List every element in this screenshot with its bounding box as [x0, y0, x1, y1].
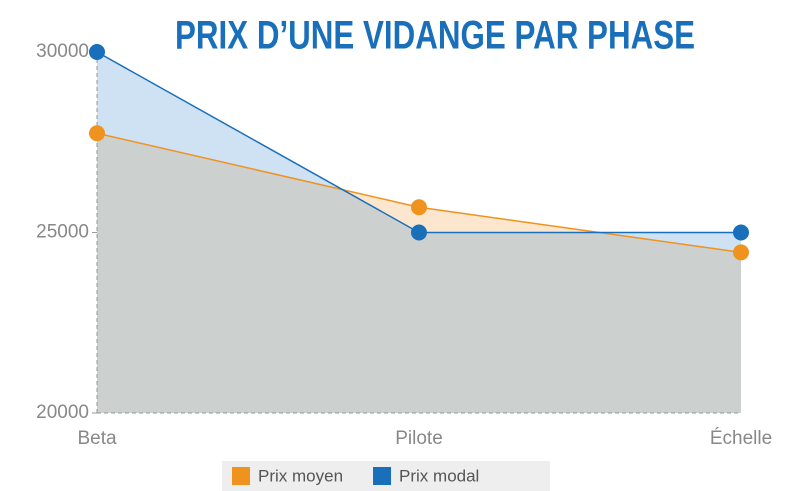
point — [411, 199, 427, 216]
y-tick-label: 25000 — [36, 222, 89, 243]
point — [411, 224, 427, 241]
point — [733, 244, 749, 261]
area — [97, 133, 741, 413]
x-tick-label: Beta — [77, 428, 117, 449]
point — [89, 44, 105, 60]
y-tick-label: 30000 — [36, 41, 89, 62]
point — [733, 224, 749, 241]
legend-label: Prix modal — [399, 466, 479, 485]
legend-swatch — [373, 467, 392, 485]
x-tick-label: Échelle — [710, 428, 772, 449]
chart-title: PRIX D’UNE VIDANGE PAR PHASE — [175, 14, 695, 58]
legend-swatch — [232, 467, 250, 485]
point — [89, 125, 105, 142]
y-tick-label: 20000 — [36, 402, 89, 423]
x-tick-label: Pilote — [395, 428, 443, 449]
legend-label: Prix moyen — [258, 466, 343, 485]
